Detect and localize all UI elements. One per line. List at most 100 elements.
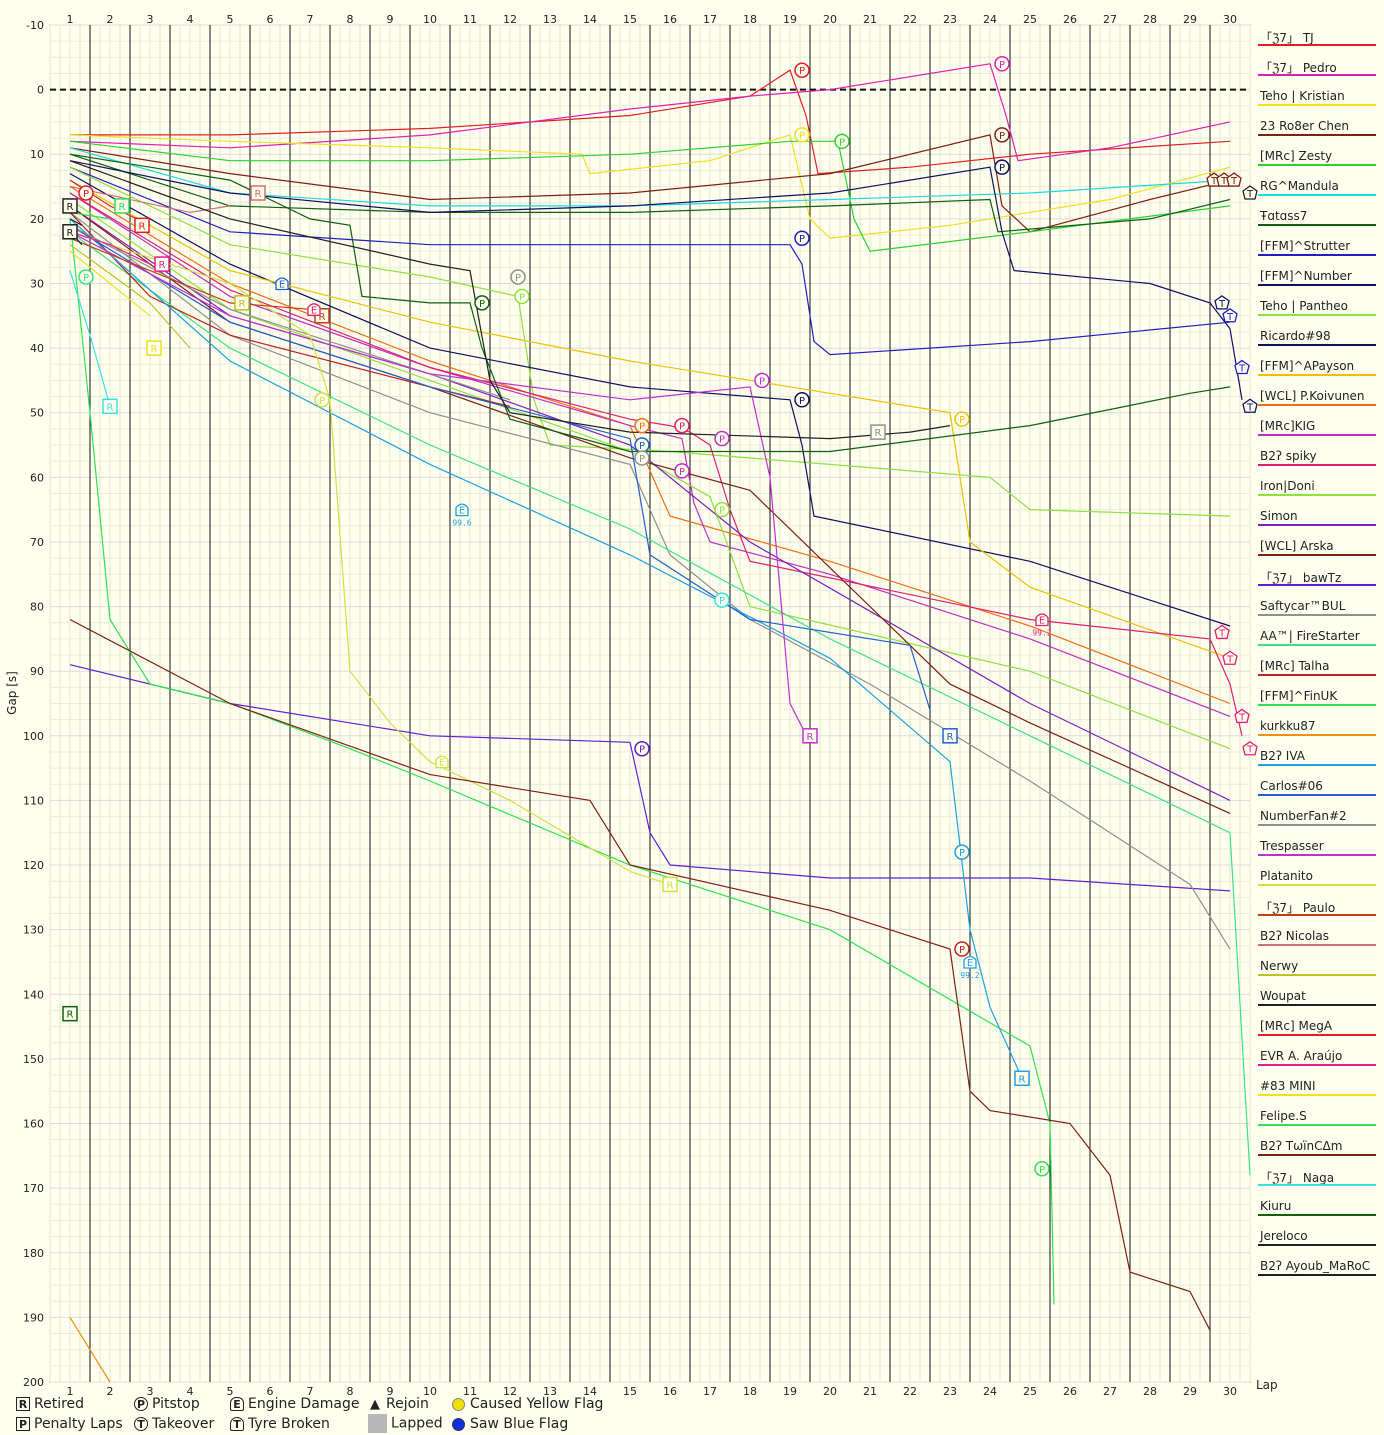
- x-tick-label: 10: [423, 1385, 437, 1398]
- driver-legend: 「ℨ7」 TJ 「ℨ7」 Pedro Teho | Kristian 23 Ro8er…: [1258, 24, 1376, 1284]
- event-glyph: E: [1039, 615, 1045, 626]
- event-glyph: R: [67, 228, 74, 239]
- legend-entry-label: 「ℨ7」 Naga: [1260, 1171, 1335, 1185]
- event-glyph: P: [799, 396, 805, 407]
- legend-swatch: [1258, 164, 1376, 166]
- pitstop-marker: [634, 417, 650, 434]
- legend-entry-label: Ricardo#98: [1260, 329, 1331, 343]
- series-line-24: [69, 218, 1023, 1079]
- event-P: P: [474, 295, 490, 311]
- legend-entry-38: 「ℨ7」 Naga: [1258, 1164, 1376, 1194]
- pitstop-marker: [634, 450, 650, 466]
- event-glyph: R: [67, 1010, 74, 1021]
- legend-entry-label: Carlos#06: [1260, 779, 1323, 793]
- retired-marker: [942, 728, 958, 744]
- x-tick-label: 29: [1183, 13, 1197, 26]
- pitstop-marker: [514, 288, 530, 305]
- key-retired-label: Retired: [34, 1396, 85, 1412]
- penalty-icon: P: [16, 1417, 30, 1431]
- series-line-11: [69, 179, 1231, 659]
- legend-entry-label: [MRc]KIG: [1260, 419, 1316, 433]
- legend-entry-label: B2ʔ TωïnCΔm: [1260, 1139, 1343, 1153]
- series-line-28: [69, 231, 671, 885]
- legend-entry-40: Jereloco: [1258, 1224, 1376, 1254]
- legend-entry-label: Simon: [1260, 509, 1298, 523]
- event-glyph: T: [1226, 312, 1234, 323]
- key-blue: Saw Blue Flag: [452, 1416, 568, 1432]
- legend-entry-0: 「ℨ7」 TJ: [1258, 24, 1376, 54]
- event-P: P: [634, 437, 650, 453]
- x-tick-label: 23: [943, 1385, 957, 1398]
- event-E: E: [435, 755, 449, 769]
- event-glyph: P: [639, 422, 645, 433]
- event-R: R: [134, 217, 150, 234]
- event-glyph: P: [479, 299, 485, 310]
- event-T: T: [1214, 624, 1230, 639]
- x-tick-label: 8: [347, 1385, 354, 1398]
- x-tick-label: 30: [1223, 1385, 1237, 1398]
- event-glyph: P: [639, 441, 645, 452]
- x-tick-label: 28: [1143, 1385, 1157, 1398]
- event-R: R: [234, 295, 250, 311]
- retired-marker: [62, 1005, 78, 1022]
- event-glyph: T: [1238, 363, 1246, 374]
- retired-marker: [62, 224, 78, 240]
- series-line-31: [69, 244, 191, 349]
- series-line-39: [69, 153, 1231, 453]
- legend-swatch: [1258, 794, 1376, 796]
- event-P: P: [954, 411, 970, 427]
- legend-entry-label: Saftycar™BUL: [1260, 599, 1346, 613]
- legend-entry-41: B2ʔ Ayoub_MaRoC: [1258, 1254, 1376, 1284]
- event-glyph: P: [83, 189, 89, 200]
- legend-entry-label: Kiuru: [1260, 1199, 1292, 1213]
- legend-entry-18: 「ℨ7」 bawTz: [1258, 564, 1376, 594]
- event-glyph: E: [459, 506, 465, 517]
- blue-dot-icon: [452, 1417, 465, 1431]
- x-tick-label: 3: [147, 13, 154, 26]
- event-P: P: [754, 372, 770, 389]
- y-tick-label: 30: [30, 277, 44, 290]
- legend-entry-1: 「ℨ7」 Pedro: [1258, 54, 1376, 84]
- legend-entry-14: B2ʔ spiky: [1258, 444, 1376, 474]
- key-lapped: Lapped: [368, 1414, 443, 1433]
- event-glyph: R: [667, 880, 674, 891]
- event-P: P: [78, 269, 94, 285]
- legend-swatch: [1258, 584, 1376, 586]
- x-tick-label: 6: [267, 13, 274, 26]
- event-key-legend: R Retired P Penalty Laps P Pitstop T Takeove…: [0, 1394, 700, 1435]
- legend-swatch: [1258, 974, 1376, 976]
- x-axis-label: Lap: [1256, 1378, 1278, 1392]
- y-tick-label: 60: [30, 471, 44, 484]
- legend-swatch: [1258, 554, 1376, 556]
- event-E: E: [307, 303, 321, 316]
- event-T: T: [1214, 295, 1230, 310]
- x-tick-label: 24: [983, 1385, 997, 1398]
- legend-entry-label: Teho | Pantheo: [1260, 299, 1348, 313]
- x-tick-label: 11: [463, 13, 477, 26]
- x-tick-label: 6: [267, 1385, 274, 1398]
- legend-entry-9: Teho | Pantheo: [1258, 294, 1376, 324]
- legend-entry-label: B2ʔ IVA: [1260, 749, 1305, 763]
- event-P: P: [794, 392, 810, 408]
- x-tick-label: 8: [347, 13, 354, 26]
- y-tick-label: 20: [30, 213, 44, 226]
- x-tick-label: 5: [227, 13, 234, 26]
- legend-swatch: [1258, 674, 1376, 676]
- legend-swatch: [1258, 74, 1376, 76]
- x-tick-label: 12: [503, 13, 517, 26]
- series-line-26: [69, 224, 511, 401]
- legend-entry-27: Trespasser: [1258, 834, 1376, 864]
- event-glyph: P: [799, 234, 805, 245]
- pitstop-marker: [78, 185, 94, 201]
- legend-entry-16: Simon: [1258, 504, 1376, 534]
- x-tick-label: 20: [823, 1385, 837, 1398]
- key-penalty-label: Penalty Laps: [34, 1416, 123, 1432]
- event-P: P: [994, 127, 1010, 143]
- legend-entry-21: [MRc] Talha: [1258, 654, 1376, 684]
- event-glyph: R: [139, 221, 146, 232]
- x-tick-label: 10: [423, 13, 437, 26]
- event-glyph: T: [1218, 299, 1226, 310]
- pitstop-marker: [314, 392, 330, 408]
- x-tick-label: 2: [107, 13, 114, 26]
- x-tick-label: 24: [983, 13, 997, 26]
